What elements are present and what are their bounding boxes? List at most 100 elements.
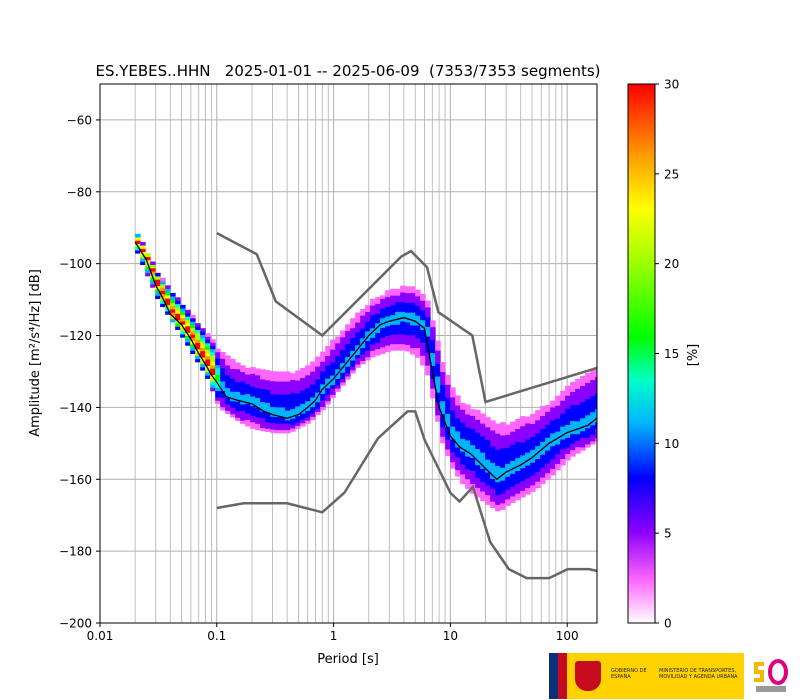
density-cell <box>535 478 541 482</box>
density-cell <box>495 472 501 476</box>
density-cell <box>500 499 506 504</box>
density-cell <box>585 444 591 448</box>
density-cell <box>430 394 436 399</box>
density-cell <box>350 318 356 322</box>
density-cell <box>325 397 331 402</box>
density-cell <box>590 415 596 419</box>
density-cell <box>530 465 536 470</box>
density-cell <box>300 400 306 404</box>
density-cell <box>585 434 591 438</box>
density-cell <box>475 438 481 443</box>
density-cell <box>495 491 501 496</box>
density-cell <box>350 321 356 326</box>
density-cell <box>450 429 456 434</box>
density-cell <box>365 311 371 316</box>
density-cell <box>435 405 441 409</box>
density-cell <box>515 490 521 494</box>
density-cell <box>560 458 566 463</box>
density-cell <box>530 449 536 454</box>
density-cell <box>460 441 466 446</box>
density-cell <box>510 499 516 503</box>
density-cell <box>515 483 521 488</box>
density-cell <box>360 318 366 323</box>
density-cell <box>215 390 221 395</box>
density-cell <box>435 340 441 345</box>
density-cell <box>585 372 591 377</box>
density-cell <box>230 384 236 389</box>
density-cell <box>480 426 486 431</box>
density-cell <box>450 458 456 463</box>
x-axis: 0.01 0.1 1 10 100 <box>87 623 579 643</box>
density-cell <box>590 411 596 416</box>
density-cell <box>505 427 511 432</box>
density-cell <box>310 384 316 388</box>
density-cell <box>460 464 466 468</box>
density-cell <box>235 381 241 386</box>
density-cell <box>365 321 371 325</box>
density-cell <box>485 436 491 441</box>
density-cell <box>435 414 441 419</box>
density-cell <box>470 422 476 426</box>
density-cell <box>375 303 381 308</box>
density-cell <box>395 311 401 316</box>
density-cell <box>505 495 511 500</box>
density-cell <box>240 410 246 415</box>
density-cell <box>505 437 511 442</box>
density-cell <box>510 441 516 445</box>
density-cell <box>185 322 191 327</box>
density-cell <box>500 467 506 471</box>
density-cell <box>145 259 151 264</box>
density-cell <box>340 333 346 338</box>
density-cell <box>300 377 306 382</box>
density-cell <box>465 417 471 421</box>
density-cell <box>550 458 556 463</box>
density-cell <box>505 479 511 484</box>
density-cell <box>415 347 421 352</box>
density-cell <box>500 460 506 465</box>
density-cell <box>425 316 431 321</box>
density-cell <box>255 413 261 418</box>
density-cell <box>190 314 196 319</box>
density-cell <box>570 411 576 415</box>
density-cell <box>270 371 276 375</box>
density-cell <box>170 292 176 297</box>
density-cell <box>520 471 526 475</box>
density-cell <box>420 342 426 347</box>
density-cell <box>440 420 446 424</box>
density-cell <box>175 326 181 331</box>
density-cell <box>395 308 401 312</box>
density-cell <box>180 334 186 338</box>
density-cell <box>540 438 546 442</box>
density-cell <box>145 256 151 261</box>
density-cell <box>485 423 491 428</box>
density-cell <box>235 385 241 389</box>
density-cell <box>375 335 381 340</box>
density-cell <box>515 460 521 465</box>
density-cell <box>385 296 391 301</box>
density-cell <box>470 431 476 436</box>
noise-model-high <box>216 231 597 404</box>
density-cell <box>230 413 236 418</box>
density-cell <box>445 439 451 444</box>
density-cell <box>245 413 251 417</box>
density-cell <box>205 375 211 379</box>
density-cell <box>380 350 386 354</box>
density-cell <box>540 467 546 472</box>
density-cell <box>195 342 201 347</box>
density-cell <box>260 398 266 403</box>
density-cell <box>520 493 526 498</box>
density-cell <box>395 288 401 293</box>
density-cell <box>240 391 246 395</box>
density-cell <box>285 390 291 395</box>
density-cell <box>500 480 506 484</box>
density-cell <box>555 434 561 439</box>
density-cell <box>310 410 316 414</box>
density-cell <box>350 324 356 329</box>
density-cell <box>475 435 481 440</box>
density-cell <box>485 417 491 421</box>
density-cell <box>495 426 501 431</box>
density-cell <box>595 408 597 413</box>
density-cell <box>225 407 231 411</box>
density-cell <box>220 381 226 385</box>
density-cell <box>500 447 506 452</box>
